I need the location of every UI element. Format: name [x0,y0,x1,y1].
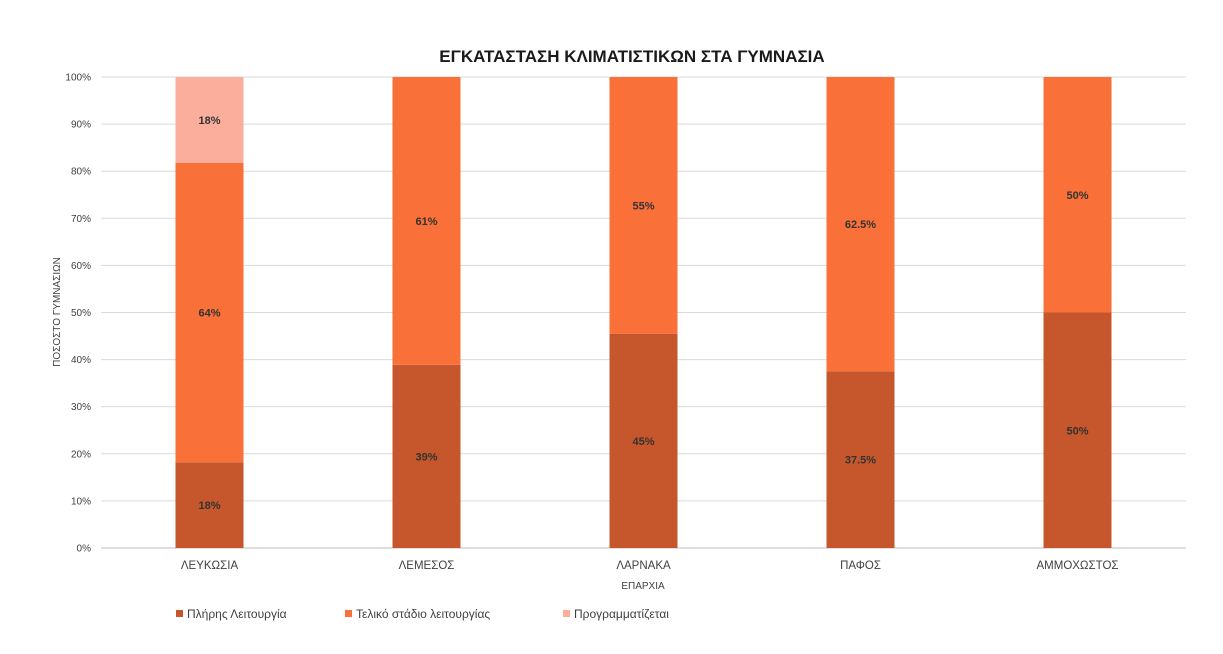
data-label: 61% [415,216,437,228]
x-tick-label: ΑΜΜΟΧΩΣΤΟΣ [1036,560,1118,572]
bar-segment [609,333,678,548]
x-tick-label: ΠΑΦΟΣ [840,560,881,572]
x-axis-title: ΕΠΑΡΧΙΑ [621,581,665,592]
data-label: 39% [415,451,437,463]
bar-segment [609,77,678,334]
y-tick-label: 50% [71,308,91,319]
data-label: 45% [632,436,654,448]
legend-label: Τελικό στάδιο λειτουργίας [356,607,490,621]
bar-segment [1043,77,1112,313]
y-tick-label: 10% [71,496,91,507]
x-axis-ticks: ΛΕΥΚΩΣΙΑ ΛΕΜΕΣΟΣ ΛΑΡΝΑΚΑ ΠΑΦΟΣ ΑΜΜΟΧΩΣΤΟΣ [181,560,1119,572]
legend-swatch [345,610,352,617]
legend-swatch [176,610,183,617]
bar-segment [175,162,244,463]
data-label: 50% [1066,425,1088,437]
y-tick-label: 100% [65,73,91,84]
y-tick-label: 30% [71,402,91,413]
y-tick-label: 80% [71,167,91,178]
legend: Πλήρης Λειτουργία Τελικό στάδιο λειτουργί… [176,607,669,621]
data-label: 64% [198,308,220,320]
legend-swatch [563,610,570,617]
bar-segment [826,371,895,548]
x-tick-label: ΛΑΡΝΑΚΑ [616,560,671,572]
data-label: 18% [198,115,220,127]
data-label: 55% [632,200,654,212]
y-tick-label: 40% [71,355,91,366]
legend-label: Προγραμματίζεται [574,607,669,621]
legend-label: Πλήρης Λειτουργία [187,607,287,621]
y-tick-label: 20% [71,449,91,460]
data-label: 62.5% [845,219,876,231]
bar-segment [1043,312,1112,548]
bar-segment [392,77,461,365]
x-tick-label: ΛΕΜΕΣΟΣ [399,560,455,572]
data-labels: 18% 64% 18% 39% 61% 45% 55% 37.5% 62.5% 50% 50% [198,115,1088,512]
y-tick-label: 0% [77,544,92,555]
y-tick-label: 60% [71,261,91,272]
chart-title: ΕΓΚΑΤΑΣΤΑΣΗ ΚΛΙΜΑΤΙΣΤΙΚΩΝ ΣΤΑ ΓΥΜΝΑΣΙΑ [439,47,824,66]
data-label: 37.5% [845,455,876,467]
bars [175,77,1112,548]
y-tick-label: 70% [71,214,91,225]
data-label: 50% [1066,190,1088,202]
y-axis-ticks: 0% 10% 20% 30% 40% 50% 60% 70% 80% 90% 100% [65,73,91,555]
data-label: 18% [198,500,220,512]
bar-segment [175,77,244,163]
y-axis-title: ΠΟΣΟΣΤΟ ΓΥΜΝΑΣΙΩΝ [52,257,63,367]
x-tick-label: ΛΕΥΚΩΣΙΑ [181,560,239,572]
bar-segment [826,77,895,372]
bar-segment [392,364,461,548]
y-tick-label: 90% [71,120,91,131]
bar-segment [175,462,244,548]
